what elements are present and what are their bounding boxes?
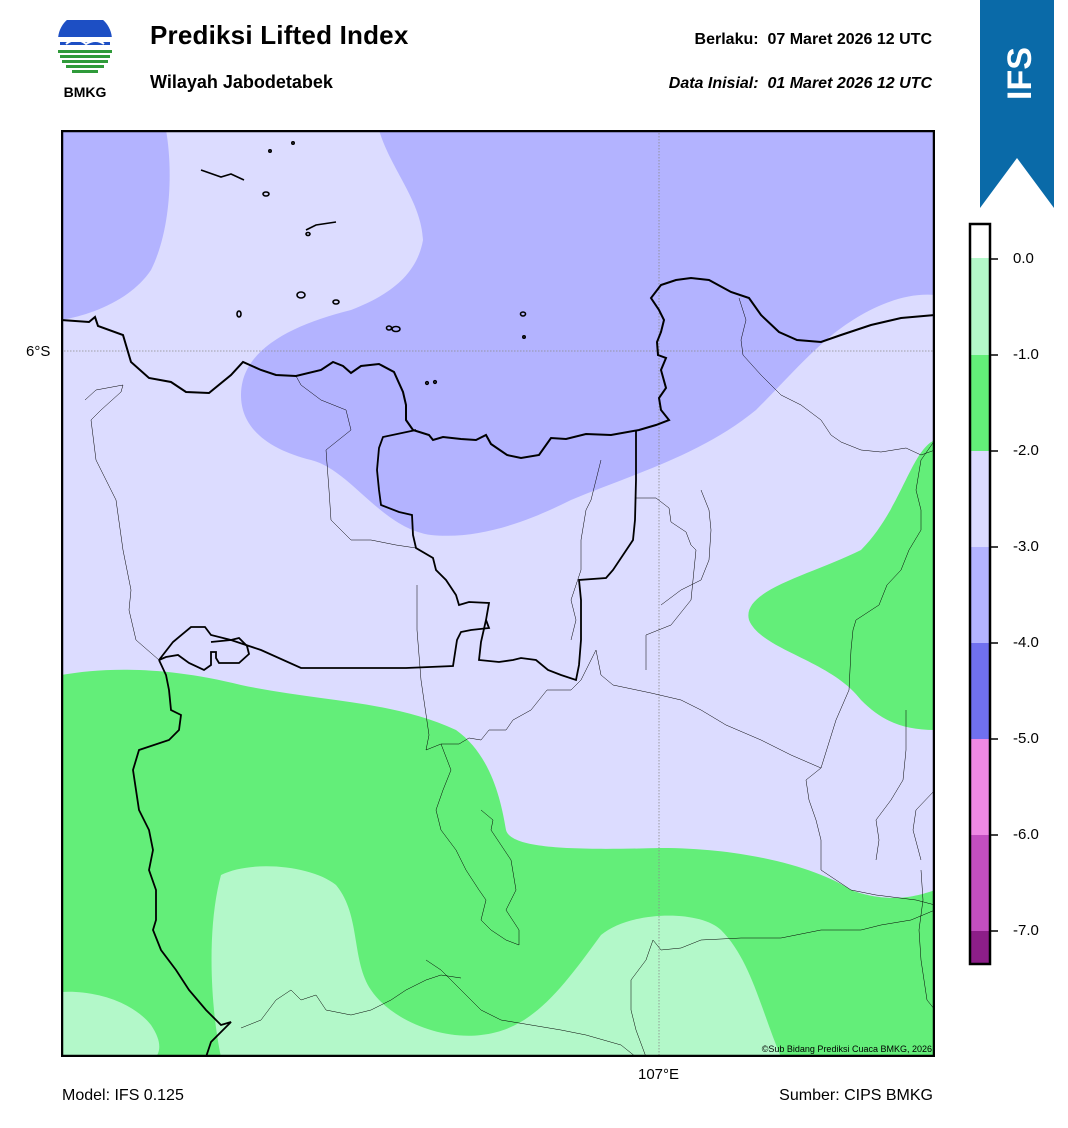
- cbar-tick-label: -2.0: [1013, 442, 1039, 459]
- cbar-minus5-to-minus6: [970, 739, 990, 835]
- cbar-frame: [968, 222, 992, 966]
- source-info: Sumber: CIPS BMKG: [779, 1087, 933, 1104]
- map-title: Prediksi Lifted Index: [150, 20, 409, 50]
- map-frame: [61, 130, 935, 1057]
- cbar-tick-label: -4.0: [1013, 634, 1039, 651]
- init-label: Data Inisial:: [668, 75, 759, 92]
- province-boundary-central: [210, 619, 491, 669]
- ifs-badge-label: IFS: [1001, 47, 1039, 100]
- cbar-minus4-to-minus5: [970, 643, 990, 739]
- model-info: Model: IFS 0.125: [62, 1087, 184, 1104]
- logo-text: BMKG: [63, 84, 107, 100]
- valid-time-value: 07 Maret 2026 12 UTC: [767, 31, 932, 48]
- cbar-tick-label: -3.0: [1013, 538, 1039, 555]
- cbar-minus3-to-minus4: [970, 547, 990, 643]
- coastline: [61, 276, 935, 460]
- li-zone-green-east: [748, 440, 935, 730]
- thousand-islands: [200, 141, 527, 386]
- latitude-label: 6°S: [26, 343, 51, 360]
- cbar-ticks: [990, 258, 998, 932]
- cbar-white-cap: [970, 224, 990, 258]
- cbar-minus2-to-minus3: [970, 451, 990, 547]
- colorbar: [968, 222, 998, 966]
- li-zone-periwinkle-nw: [61, 130, 170, 320]
- cbar-tick-label: -5.0: [1013, 730, 1039, 747]
- cbar-minus1-to-minus2: [970, 355, 990, 451]
- province-boundary-west: [158, 626, 251, 672]
- copyright-text: ©Sub Bidang Prediksi Cuaca BMKG, 2026: [761, 1044, 932, 1054]
- cbar-minus6-to-minus7: [970, 835, 990, 931]
- cbar-tick-label: 0.0: [1013, 250, 1034, 267]
- map-subtitle: Wilayah Jabodetabek: [150, 72, 333, 92]
- li-zone-lightgreen-corner: [61, 991, 160, 1057]
- li-zone-periwinkle-ne: [241, 130, 935, 536]
- cbar-tick-label: -1.0: [1013, 346, 1039, 363]
- lifted-index-map: [61, 130, 935, 1057]
- longitude-label: 107°E: [638, 1066, 680, 1083]
- bmkg-logo: [58, 20, 112, 73]
- province-boundary-south: [132, 659, 232, 1057]
- cbar-tick-label: -6.0: [1013, 826, 1039, 843]
- regency-boundaries: [84, 297, 935, 1057]
- init-time: Data Inisial: 01 Maret 2026 12 UTC: [669, 75, 932, 93]
- ifs-badge: [980, 0, 1054, 208]
- ifs-badge-label-wrap: IFS: [1001, 47, 1039, 100]
- cbar-tick-label: -7.0: [1013, 922, 1039, 939]
- valid-label: Berlaku:: [694, 31, 759, 48]
- li-zone-lightgreen-sw: [211, 866, 781, 1057]
- cbar-below-minus7: [970, 931, 990, 964]
- valid-time: Berlaku: 07 Maret 2026 12 UTC: [695, 31, 932, 49]
- province-boundary: [376, 429, 637, 682]
- init-time-value: 01 Maret 2026 12 UTC: [767, 75, 932, 92]
